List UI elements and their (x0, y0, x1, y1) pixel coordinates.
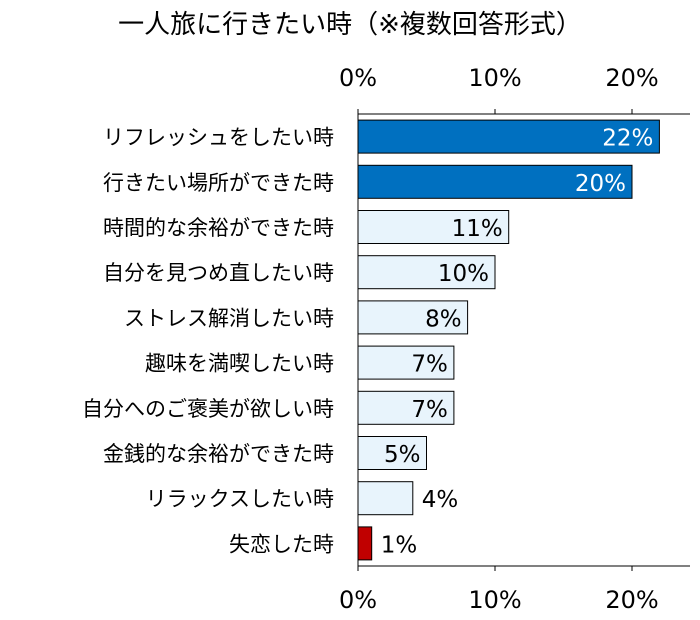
bottom-tick-label: 0% (339, 586, 377, 614)
bottom-tick-label: 10% (468, 586, 521, 614)
bar (357, 164, 633, 199)
bar (357, 210, 510, 244)
category-label: ストレス解消したい時 (124, 306, 334, 330)
top-tick-label: 10% (468, 64, 521, 92)
value-label: 10% (438, 261, 489, 287)
bar (357, 345, 455, 380)
value-label: 5% (384, 442, 421, 468)
bar (357, 481, 414, 516)
bar (357, 300, 469, 335)
category-label: 行きたい場所ができた時 (103, 171, 334, 195)
value-label: 11% (452, 216, 503, 242)
category-label: 趣味を満喫したい時 (145, 352, 334, 376)
value-label: 7% (411, 352, 448, 378)
category-label: 自分へのご褒美が欲しい時 (82, 397, 334, 421)
bar (357, 119, 660, 154)
category-label: リラックスしたい時 (146, 487, 334, 511)
value-label: 4% (422, 487, 459, 513)
value-label: 1% (381, 532, 418, 558)
category-label: リフレッシュをしたい時 (103, 126, 334, 150)
bar (357, 526, 373, 561)
bar (357, 390, 455, 425)
value-label: 7% (411, 397, 448, 423)
category-label: 金銭的な余裕ができた時 (103, 442, 334, 466)
bar (357, 436, 427, 470)
value-label: 20% (575, 171, 626, 197)
chart-title: 一人旅に行きたい時（※複数回答形式） (118, 10, 582, 40)
top-tick-label: 20% (605, 64, 658, 92)
value-label: 22% (602, 126, 653, 152)
top-tick-label: 0% (339, 64, 377, 92)
bar (357, 255, 496, 290)
category-label: 失恋した時 (229, 532, 334, 556)
value-label: 8% (425, 306, 462, 332)
category-label: 時間的な余裕ができた時 (103, 216, 334, 240)
bottom-tick-label: 20% (605, 586, 658, 614)
category-label: 自分を見つめ直したい時 (103, 261, 334, 285)
